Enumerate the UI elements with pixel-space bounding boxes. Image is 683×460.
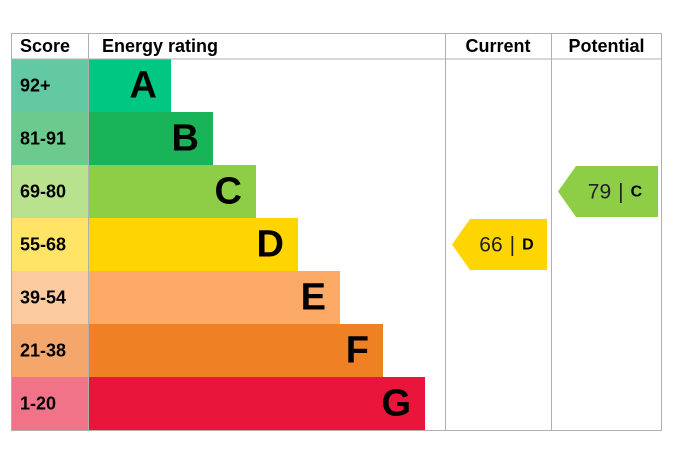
score-cell xyxy=(11,324,88,377)
arrow-label: 79 | C xyxy=(588,180,643,203)
column-header: Energy rating xyxy=(102,36,218,56)
rating-bar xyxy=(88,271,340,324)
arrow-label: 66 | D xyxy=(479,233,533,256)
score-cell xyxy=(11,271,88,324)
rating-bar xyxy=(88,218,298,271)
column-header: Current xyxy=(465,36,530,56)
rating-letter: F xyxy=(346,330,369,372)
score-label: 1-20 xyxy=(20,393,56,413)
arrow-separator: | xyxy=(510,233,515,256)
rating-bar xyxy=(88,59,171,112)
score-cell xyxy=(11,218,88,271)
score-cell xyxy=(11,112,88,165)
arrow-value: 79 xyxy=(588,180,611,203)
arrow-letter: C xyxy=(631,184,643,201)
arrow-value: 66 xyxy=(479,233,502,256)
score-cell xyxy=(11,165,88,218)
score-cell xyxy=(11,377,88,430)
score-label: 55-68 xyxy=(20,234,66,254)
column-header: Potential xyxy=(568,36,644,56)
score-label: 69-80 xyxy=(20,181,66,201)
score-cell xyxy=(11,59,88,112)
rating-letter: A xyxy=(130,65,157,107)
rating-letter: D xyxy=(257,224,284,266)
rating-letter: G xyxy=(381,383,411,425)
rating-bar xyxy=(88,112,213,165)
rating-bar xyxy=(88,377,425,430)
score-label: 92+ xyxy=(20,75,51,95)
rating-letter: B xyxy=(172,118,199,160)
rating-bar xyxy=(88,165,256,218)
rating-arrow xyxy=(558,166,658,217)
arrow-letter: D xyxy=(522,237,534,254)
rating-bar xyxy=(88,324,383,377)
rating-letter: E xyxy=(301,277,326,319)
table-border xyxy=(11,33,662,431)
column-header: Score xyxy=(20,36,70,56)
score-label: 39-54 xyxy=(20,287,66,307)
arrow-separator: | xyxy=(618,180,623,203)
rating-letter: C xyxy=(215,171,242,213)
rating-arrow xyxy=(452,219,547,270)
score-label: 21-38 xyxy=(20,340,66,360)
score-label: 81-91 xyxy=(20,128,66,148)
